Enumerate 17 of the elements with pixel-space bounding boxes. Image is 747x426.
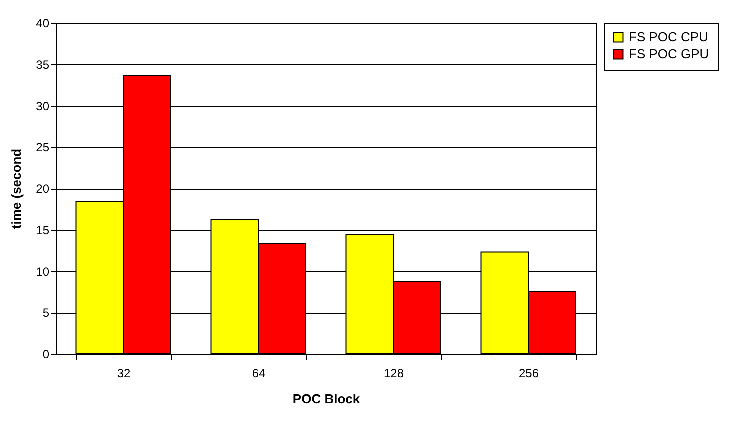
legend-label: FS POC CPU bbox=[629, 30, 708, 44]
legend-label: FS POC GPU bbox=[629, 46, 710, 62]
y-tick-label: 0 bbox=[42, 348, 50, 362]
y-tick-label: 30 bbox=[36, 99, 50, 114]
x-tick-label: 32 bbox=[117, 366, 131, 380]
x-tick-label: 64 bbox=[252, 366, 266, 380]
y-tick-label: 15 bbox=[36, 223, 50, 238]
x-tick-label: 128 bbox=[384, 366, 404, 380]
y-axis-title: time (second bbox=[9, 148, 24, 230]
x-axis-title: POC Block bbox=[292, 392, 361, 406]
y-tick-label: 40 bbox=[36, 16, 50, 30]
y-tick-label: 20 bbox=[36, 182, 50, 196]
y-tick-label: 35 bbox=[36, 58, 50, 72]
y-tick-label: 10 bbox=[36, 264, 50, 279]
x-tick-label: 256 bbox=[518, 366, 540, 380]
y-tick-label: 25 bbox=[36, 140, 50, 155]
y-tick-label: 5 bbox=[42, 306, 50, 320]
